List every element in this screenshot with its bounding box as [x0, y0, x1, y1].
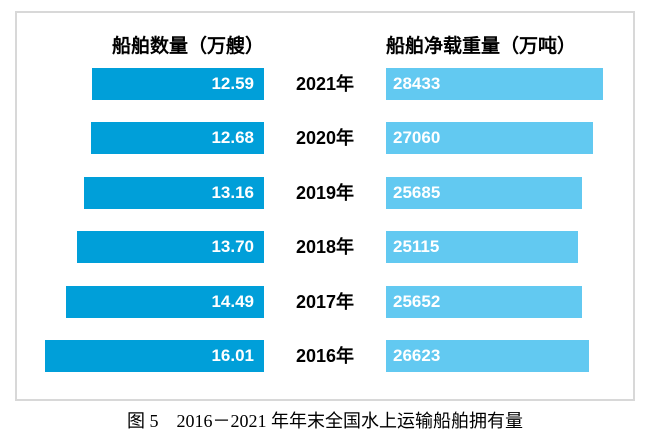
ship-count-bar: 12.59 [92, 68, 264, 100]
chart-area: 船舶数量（万艘） 船舶净载重量（万吨） 12.59 2021年 28433 12.68… [15, 11, 635, 401]
deadweight-bar: 28433 [386, 68, 603, 100]
year-label: 2016年 [295, 346, 355, 366]
year-label: 2017年 [295, 292, 355, 312]
year-label: 2020年 [295, 128, 355, 148]
deadweight-bar: 26623 [386, 340, 589, 372]
year-label: 2019年 [295, 183, 355, 203]
ship-count-bar: 12.68 [91, 122, 264, 154]
ship-count-value: 13.70 [211, 237, 254, 256]
deadweight-value: 25652 [393, 292, 441, 311]
ship-count-bar: 13.16 [84, 177, 264, 209]
ship-count-value: 12.59 [211, 74, 254, 93]
figure-caption: 图 5 2016－2021 年年末全国水上运输船舶拥有量 [127, 411, 523, 431]
deadweight-value: 25685 [393, 183, 441, 202]
deadweight-value: 27060 [393, 128, 441, 147]
deadweight-bar: 25115 [386, 231, 578, 263]
deadweight-bar: 27060 [386, 122, 593, 154]
ship-count-bar: 13.70 [77, 231, 264, 263]
deadweight-bar: 25652 [386, 286, 582, 318]
ship-count-value: 13.16 [211, 183, 254, 202]
year-label: 2021年 [295, 74, 355, 94]
ship-count-value: 12.68 [211, 128, 254, 147]
deadweight-value: 25115 [393, 237, 440, 256]
deadweight-value: 28433 [393, 74, 441, 93]
year-label: 2018年 [295, 237, 355, 257]
ship-count-bar: 16.01 [45, 340, 264, 372]
right-series-header: 船舶净载重量（万吨） [386, 36, 577, 57]
left-series-header: 船舶数量（万艘） [111, 36, 264, 57]
ship-count-bar: 14.49 [66, 286, 264, 318]
deadweight-value: 26623 [393, 346, 441, 365]
ship-count-value: 16.01 [211, 346, 254, 365]
deadweight-bar: 25685 [386, 177, 582, 209]
ship-count-value: 14.49 [211, 292, 254, 311]
